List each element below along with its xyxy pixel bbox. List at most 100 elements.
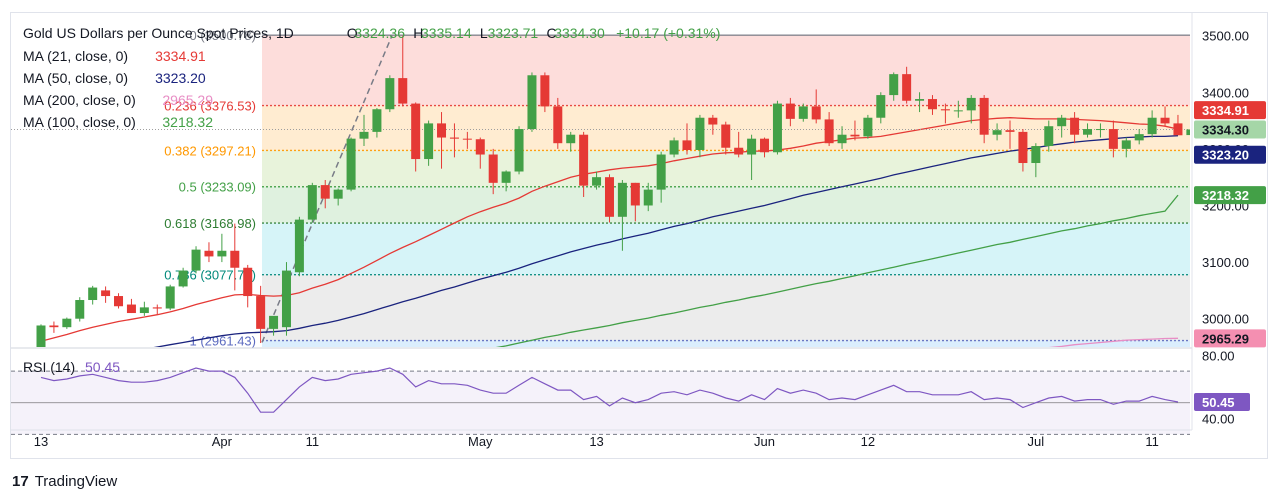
fib-band	[262, 340, 1190, 347]
candle	[798, 103, 808, 122]
candle	[824, 112, 834, 147]
candle	[114, 293, 124, 309]
ma100-line	[495, 194, 1179, 347]
fib-level-label: 0.786 (3077.70)	[164, 268, 256, 283]
candle	[62, 317, 72, 329]
price-badge: 3218.32	[1194, 186, 1266, 205]
candle-body	[811, 106, 821, 120]
candle-body	[1044, 126, 1054, 147]
candle-body	[553, 106, 563, 144]
candles	[36, 35, 1190, 347]
candle	[424, 120, 434, 166]
candle-body	[501, 171, 511, 183]
candle	[1005, 120, 1015, 149]
open-label: O	[347, 25, 358, 41]
candle-body	[953, 110, 963, 112]
candle-body	[139, 307, 149, 314]
fib-level-label: 0.5 (3233.09)	[179, 180, 256, 195]
indicator-label: MA (50, close, 0)	[23, 70, 128, 86]
candle	[385, 75, 395, 113]
candle-body	[488, 154, 498, 183]
fib-band	[262, 274, 1190, 341]
candle-body	[604, 177, 614, 217]
candle	[604, 174, 614, 223]
candle-body	[682, 140, 692, 150]
candle-body	[126, 304, 136, 314]
candle-body	[449, 137, 459, 139]
indicator-label: MA (100, close, 0)	[23, 114, 136, 130]
time-tick-label: 13	[34, 434, 48, 449]
candle-body	[1147, 117, 1157, 135]
candle	[1057, 114, 1067, 138]
candle-body	[1160, 117, 1170, 124]
price-badge-text: 3334.91	[1202, 103, 1249, 118]
tradingview-logo[interactable]: 17 TradingView	[12, 470, 117, 492]
fib-band	[262, 223, 1190, 275]
price-badge-bg	[1194, 329, 1266, 348]
indicator-value: 2965.29	[162, 92, 213, 108]
fib-retracement: 0 (3500.78) 0.236 (3376.53) 0.382 (3297.21…	[164, 28, 1190, 349]
candle	[88, 285, 98, 305]
candle-body	[966, 97, 976, 111]
chart-title: Gold US Dollars per Ounce Spot Prices, 1…	[23, 25, 294, 41]
candle	[217, 233, 227, 263]
candle	[1018, 129, 1028, 172]
candle-body	[411, 103, 421, 160]
candle-body	[294, 219, 304, 273]
candle	[307, 182, 317, 223]
rsi-value: 50.45	[85, 359, 120, 375]
candle-body	[320, 185, 330, 199]
candle	[1108, 120, 1118, 158]
candle-body	[695, 117, 705, 150]
candle-body	[785, 103, 795, 119]
candle	[837, 126, 847, 149]
time-tick-label: Jun	[754, 434, 775, 449]
fib-band	[262, 186, 1190, 224]
header-legend: Gold US Dollars per Ounce Spot Prices, 1…	[23, 25, 720, 130]
candle	[953, 100, 963, 118]
candle	[449, 123, 459, 158]
candle	[760, 137, 770, 158]
candle	[721, 121, 731, 155]
close-value: 3334.30	[554, 25, 605, 41]
candle-body	[1121, 140, 1131, 149]
candle-body	[1095, 129, 1105, 131]
candle	[191, 246, 201, 274]
fib-band	[262, 150, 1190, 187]
indicator-label: MA (200, close, 0)	[23, 92, 136, 108]
candle	[75, 297, 85, 322]
candle-body	[760, 138, 770, 153]
candle	[294, 216, 304, 277]
candle	[1147, 110, 1157, 138]
candle	[101, 286, 111, 303]
price-badge-text: 3218.32	[1202, 188, 1249, 203]
time-tick-label: 13	[589, 434, 603, 449]
candle	[747, 134, 757, 180]
candle	[540, 72, 550, 113]
candle	[1173, 114, 1183, 136]
price-badge-text: 3334.30	[1202, 122, 1249, 137]
candle-body	[540, 75, 550, 107]
candle-body	[579, 134, 589, 186]
candle-body	[62, 318, 72, 328]
candle-body	[863, 117, 873, 137]
time-tick-label: 12	[861, 434, 875, 449]
candle	[165, 284, 175, 311]
price-tick-label: 3400.00	[1202, 85, 1249, 100]
candle	[359, 114, 369, 147]
candle-body	[617, 182, 627, 217]
candle-body	[75, 300, 85, 319]
candle-body	[798, 106, 808, 119]
candle	[966, 95, 976, 124]
price-badge-text: 2965.29	[1202, 331, 1249, 346]
time-tick-label: May	[468, 434, 493, 449]
low-value: 3323.71	[488, 25, 539, 41]
candle	[592, 171, 602, 190]
candle-body	[333, 189, 343, 199]
time-tick-label: 11	[1145, 434, 1159, 449]
tradingview-mark-icon: 17	[12, 472, 29, 490]
price-badge-bg	[1194, 101, 1266, 120]
candle	[1044, 120, 1054, 152]
fib-level-label: 0.382 (3297.21)	[164, 143, 256, 158]
